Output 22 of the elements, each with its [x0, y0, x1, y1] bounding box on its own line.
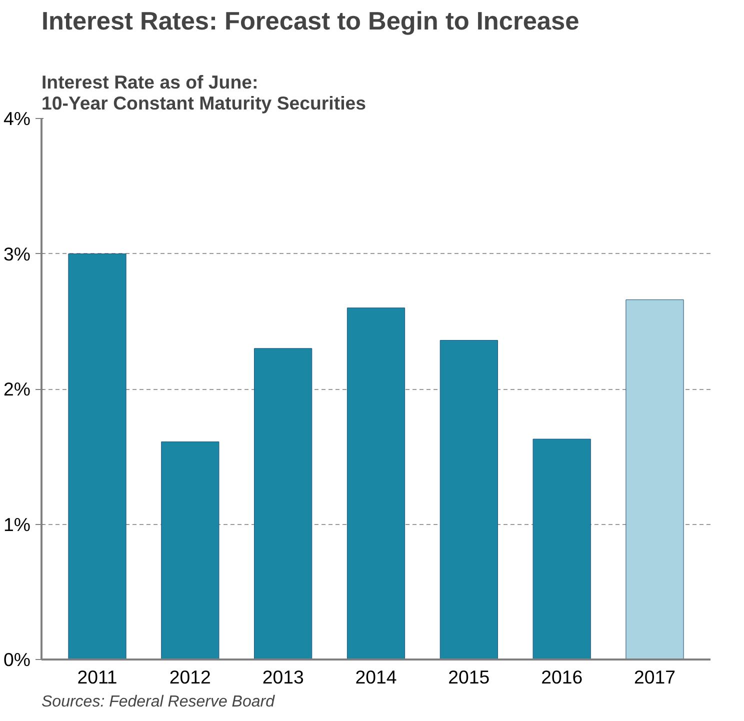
x-tick-label: 2012 [169, 666, 211, 688]
x-tick-label: 2011 [77, 666, 118, 688]
y-tick-label: 2% [4, 378, 31, 400]
bar [626, 299, 684, 660]
bar [440, 340, 498, 660]
chart-title: Interest Rates: Forecast to Begin to Increase [42, 8, 580, 36]
x-tick-label: 2015 [448, 666, 490, 688]
chart-subtitle: Interest Rate as of June: 10-Year Constant Maturity Securities [42, 72, 366, 114]
x-tick-label: 2014 [355, 666, 397, 688]
y-tick-label: 0% [4, 649, 31, 670]
y-tick-label: 1% [4, 514, 31, 535]
bar [532, 438, 591, 660]
bar [68, 254, 126, 660]
bar [346, 308, 406, 660]
bar [254, 348, 312, 660]
x-tick-label: 2016 [541, 666, 583, 688]
x-tick-label: 2017 [634, 666, 676, 688]
x-tick-label: 2013 [262, 666, 304, 688]
source-note: Sources: Federal Reserve Board [42, 694, 276, 710]
y-tick-label: 4% [4, 108, 31, 129]
bar [161, 441, 220, 660]
y-tick-label: 3% [4, 243, 31, 264]
